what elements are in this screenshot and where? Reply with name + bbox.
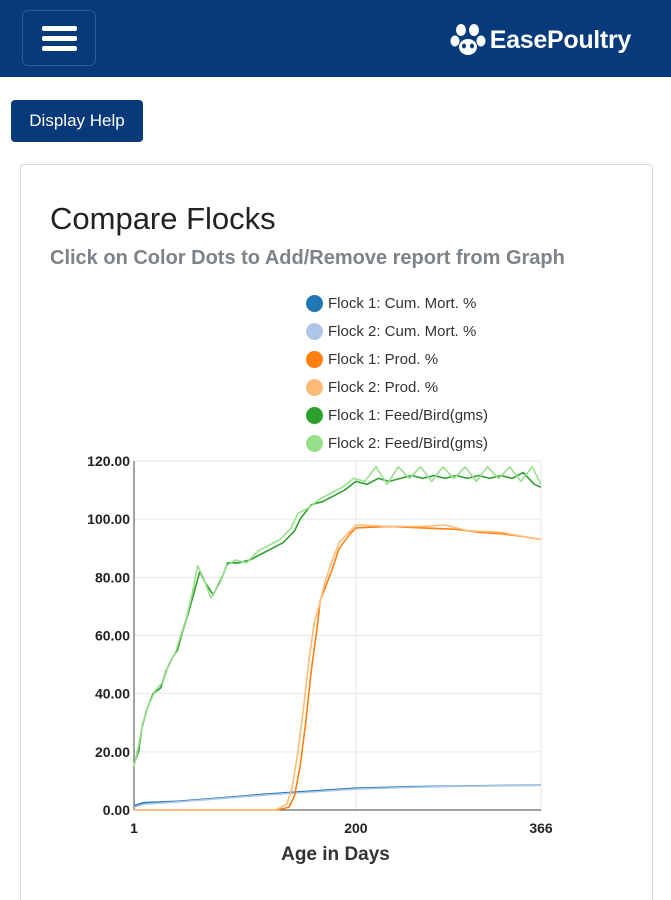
legend-label: Flock 1: Prod. % [328, 350, 439, 368]
legend-item[interactable]: Flock 1: Cum. Mort. % [306, 289, 488, 317]
paw-logo-icon [450, 24, 486, 55]
legend-label: Flock 2: Cum. Mort. % [328, 322, 477, 340]
legend-color-dot[interactable] [306, 378, 323, 396]
legend-label: Flock 2: Prod. % [328, 378, 439, 396]
top-navbar: EasePoultry [0, 0, 671, 77]
chart-legend: Flock 1: Cum. Mort. % Flock 2: Cum. Mort.… [306, 289, 488, 457]
brand-name: EasePoultry [489, 25, 632, 54]
legend-label: Flock 1: Cum. Mort. % [328, 294, 477, 312]
legend-item[interactable]: Flock 2: Feed/Bird(gms) [306, 429, 488, 457]
legend-item[interactable]: Flock 2: Cum. Mort. % [306, 317, 488, 345]
legend-label: Flock 2: Feed/Bird(gms) [328, 434, 489, 452]
legend-color-dot[interactable] [306, 350, 323, 368]
legend-color-dot[interactable] [306, 322, 323, 340]
legend-item[interactable]: Flock 1: Prod. % [306, 345, 488, 373]
card-title: Compare Flocks [50, 201, 276, 236]
legend-color-dot[interactable] [306, 434, 323, 452]
legend-color-dot[interactable] [306, 294, 323, 312]
legend-item[interactable]: Flock 1: Feed/Bird(gms) [306, 401, 488, 429]
compare-flocks-card: Compare Flocks Click on Color Dots to Ad… [20, 164, 653, 900]
legend-item[interactable]: Flock 2: Prod. % [306, 373, 488, 401]
legend-label: Flock 1: Feed/Bird(gms) [328, 406, 489, 424]
brand[interactable]: EasePoultry [450, 22, 631, 58]
card-subtitle: Click on Color Dots to Add/Remove report… [50, 247, 565, 269]
display-help-button[interactable]: Display Help [11, 100, 143, 142]
legend-color-dot[interactable] [306, 406, 323, 424]
hamburger-icon[interactable] [22, 10, 96, 66]
